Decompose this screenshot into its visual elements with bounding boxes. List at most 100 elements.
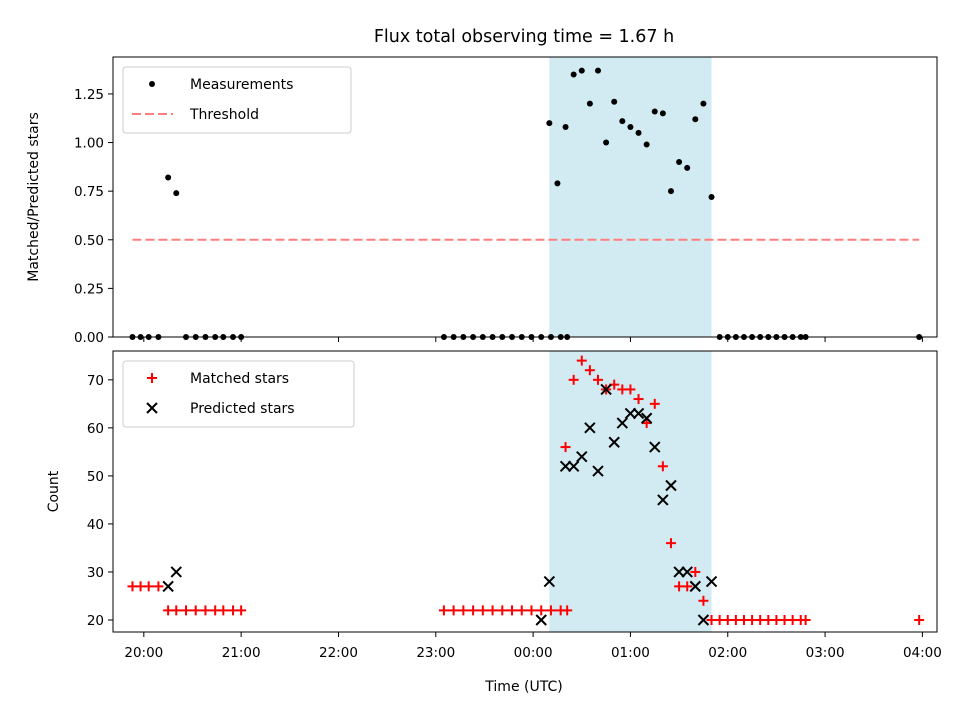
data-point	[673, 566, 685, 578]
data-point	[705, 575, 718, 588]
legend-label: Threshold	[189, 107, 259, 123]
y-tick-label: 30	[87, 565, 104, 581]
x-b	[697, 614, 710, 626]
data-point	[507, 605, 518, 616]
data-point	[468, 605, 479, 616]
data-point	[657, 494, 669, 506]
data-point	[698, 595, 709, 606]
chart-title: Flux total observing time = 1.67 h	[374, 27, 674, 47]
data-point	[676, 159, 683, 165]
data-point	[477, 605, 488, 616]
x-b	[162, 580, 174, 593]
data-point	[584, 365, 595, 376]
data-point	[651, 108, 658, 115]
x-b	[559, 460, 572, 472]
x-b	[584, 422, 596, 434]
x-b	[640, 412, 653, 424]
data-point	[497, 605, 508, 616]
data-point	[143, 581, 154, 592]
data-point	[568, 374, 579, 385]
data-point	[624, 407, 637, 420]
data-point	[665, 538, 676, 549]
data-point	[562, 605, 573, 616]
data-point	[681, 566, 693, 578]
series-predicted-stars	[162, 383, 718, 626]
x-tick-label: 03:00	[806, 645, 845, 661]
x-tick-label: 21:00	[222, 645, 261, 661]
x-b	[689, 580, 702, 593]
data-point	[567, 460, 580, 472]
y-tick-label: 0.75	[74, 184, 104, 200]
data-point	[592, 374, 603, 385]
data-point	[649, 398, 660, 409]
data-point	[640, 412, 653, 424]
data-point	[659, 110, 666, 117]
data-point	[684, 164, 691, 171]
x-tick-label: 20:00	[124, 645, 163, 661]
y-tick-label: 0.50	[74, 233, 104, 249]
plot-frame	[112, 350, 938, 633]
data-point	[633, 394, 644, 405]
data-point	[200, 605, 211, 616]
data-point	[180, 605, 191, 616]
data-point	[600, 383, 612, 396]
x-b	[632, 407, 645, 420]
data-point	[545, 605, 556, 616]
y-tick-label: 20	[87, 613, 104, 629]
data-point	[697, 614, 710, 626]
counts-panel: 20:00 21:00 22:00 23:00 00:00 01:00 02:00 03:00…	[46, 350, 942, 661]
data-point	[800, 614, 811, 625]
data-point	[458, 605, 469, 616]
x-b	[681, 566, 693, 578]
data-point	[665, 479, 677, 492]
data-point	[562, 124, 569, 130]
data-point	[576, 450, 588, 463]
x-tick-label: 02:00	[708, 645, 747, 661]
legend-label: Predicted stars	[190, 401, 295, 417]
data-point	[690, 566, 701, 577]
data-point	[616, 417, 629, 429]
data-point	[570, 71, 577, 78]
data-point	[560, 442, 571, 453]
x-tick-label: 01:00	[611, 645, 650, 661]
x-b	[673, 566, 685, 578]
x-b	[170, 566, 182, 578]
data-point	[682, 581, 693, 592]
data-point	[190, 605, 201, 616]
data-point	[603, 139, 610, 146]
series-matched-stars	[127, 355, 925, 625]
y-tick-label: 40	[87, 517, 104, 533]
data-point	[526, 605, 537, 616]
plot-frame	[112, 56, 938, 338]
legend-box	[122, 66, 352, 134]
legend: Measurements Threshold	[122, 66, 352, 134]
y-tick-label: 60	[87, 421, 104, 437]
data-point	[692, 116, 699, 123]
data-point	[641, 418, 652, 429]
data-point	[619, 118, 626, 125]
y-tick-label: 70	[87, 373, 104, 389]
data-point	[584, 422, 596, 434]
data-point	[608, 436, 620, 448]
data-point	[708, 194, 715, 200]
x-tick-label: 04:00	[903, 645, 942, 661]
data-point	[635, 129, 642, 136]
x-axis-label: Time (UTC)	[484, 679, 562, 695]
highlight-region	[549, 351, 712, 632]
x-b	[600, 383, 612, 396]
data-point	[559, 460, 572, 472]
legend-swatch	[147, 373, 157, 383]
y-tick-label: 50	[87, 469, 104, 485]
legend-box	[122, 360, 355, 428]
x-b	[657, 494, 669, 506]
data-point	[667, 188, 674, 195]
data-point	[487, 605, 498, 616]
data-point	[576, 355, 587, 366]
data-point	[625, 384, 636, 395]
data-point	[536, 605, 547, 616]
y-tick-label: 1.00	[74, 136, 104, 152]
data-point	[611, 98, 618, 105]
legend: Matched stars Predicted stars	[122, 360, 355, 428]
data-point	[173, 190, 180, 197]
